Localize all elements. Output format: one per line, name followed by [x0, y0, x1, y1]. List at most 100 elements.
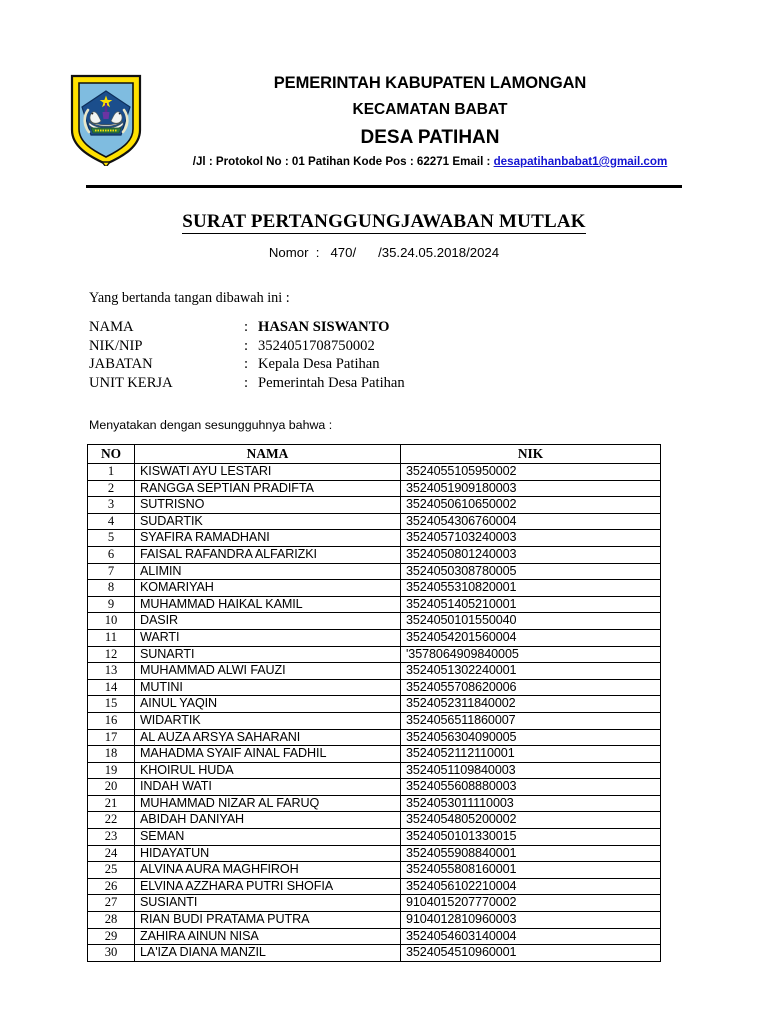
table-row: 5 SYAFIRA RAMADHANI 3524057103240003	[87, 529, 661, 547]
cell-nik: 3524054306760004	[400, 512, 661, 531]
email-link[interactable]: desapatihanbabat1@gmail.com	[493, 155, 668, 168]
table-row: 28 RIAN BUDI PRATAMA PUTRA 910401281096000…	[87, 911, 661, 929]
cell-no: 16	[87, 711, 135, 730]
document-title: SURAT PERTANGGUNGJAWABAN MUTLAK	[0, 211, 768, 234]
table-row: 7 ALIMIN 3524050308780005	[87, 562, 661, 581]
cell-nik: 3524050101330015	[400, 828, 661, 846]
cell-no: 17	[87, 728, 135, 747]
table-row: 1 KISWATI AYU LESTARI 3524055105950002	[87, 463, 661, 481]
cell-nama: FAISAL RAFANDRA ALFARIZKI	[134, 545, 401, 564]
table-row: 29 ZAHIRA AINUN NISA 3524054603140004	[87, 927, 661, 946]
letterhead-address-text: /Jl : Protokol No : 01 Patihan Kode Pos …	[192, 155, 494, 168]
table-row: 14 MUTINI 3524055708620006	[87, 678, 661, 697]
cell-nik: 3524052311840002	[400, 695, 661, 713]
cell-no: 6	[87, 545, 135, 564]
cell-nik: 3524056102210004	[400, 877, 661, 896]
cell-nama: SEMAN	[134, 828, 401, 846]
identity-value: Kepala Desa Patihan	[258, 356, 380, 373]
cell-no: 28	[87, 911, 135, 929]
cell-nama: ALVINA AURA MAGHFIROH	[134, 861, 401, 879]
table-row: 21 MUHAMMAD NIZAR AL FARUQ 352405301111000…	[87, 794, 661, 813]
cell-nik: 3524055908840001	[400, 844, 661, 863]
table-row: 13 MUHAMMAD ALWI FAUZI 3524051302240001	[87, 662, 661, 680]
cell-nik: 3524055608880003	[400, 778, 661, 796]
letterhead-text: PEMERINTAH KABUPATEN LAMONGAN KECAMATAN …	[0, 70, 768, 172]
table-body: 1 KISWATI AYU LESTARI 3524055105950002 2 RAN…	[87, 463, 661, 962]
cell-nik: 3524051405210001	[400, 595, 661, 614]
column-header-no: NO	[87, 444, 135, 464]
cell-no: 13	[87, 662, 135, 680]
cell-nama: ZAHIRA AINUN NISA	[134, 927, 401, 946]
table-row: 20 INDAH WATI 3524055608880003	[87, 778, 661, 796]
cell-nama: AINUL YAQIN	[134, 695, 401, 713]
cell-nik: 3524050308780005	[400, 562, 661, 581]
table-row: 15 AINUL YAQIN 3524052311840002	[87, 695, 661, 713]
identity-label: NIK/NIP	[89, 337, 143, 354]
cell-no: 7	[87, 562, 135, 581]
table-row: 12 SUNARTI '3578064909840005	[87, 645, 661, 664]
cell-nik: 9104015207770002	[400, 894, 661, 913]
identity-separator: :	[244, 319, 249, 335]
cell-nama: RANGGA SEPTIAN PRADIFTA	[134, 479, 401, 498]
cell-nama: KOMARIYAH	[134, 579, 401, 597]
cell-no: 15	[87, 695, 135, 713]
table-row: 8 KOMARIYAH 3524055310820001	[87, 579, 661, 597]
cell-nama: WIDARTIK	[134, 711, 401, 730]
cell-nik: 3524051302240001	[400, 662, 661, 680]
cell-nama: KISWATI AYU LESTARI	[134, 463, 401, 481]
table-row: 2 RANGGA SEPTIAN PRADIFTA 3524051909180003	[87, 479, 661, 498]
cell-nik: 3524050101550040	[400, 612, 661, 630]
identity-label: JABATAN	[89, 356, 153, 373]
table-row: 11 WARTI 3524054201560004	[87, 628, 661, 647]
cell-nama: MUHAMMAD HAIKAL KAMIL	[134, 595, 401, 614]
cell-no: 2	[87, 479, 135, 498]
letterhead-line-district: KECAMATAN BABAT	[352, 101, 508, 118]
table-row: 18 MAHADMA SYAIF AINAL FADHIL 352405211211…	[87, 745, 661, 763]
cell-no: 14	[87, 678, 135, 697]
identity-row-nama: NAMA : HASAN SISWANTO	[89, 318, 405, 337]
cell-nama: ABIDAH DANIYAH	[134, 811, 401, 830]
identity-separator: :	[244, 337, 249, 354]
cell-no: 22	[87, 811, 135, 830]
table-row: 3 SUTRISNO 3524050610650002	[87, 496, 661, 514]
cell-nama: MUTINI	[134, 678, 401, 697]
cell-no: 29	[87, 927, 135, 946]
cell-no: 11	[87, 628, 135, 647]
lamongan-regency-emblem-icon	[68, 72, 144, 169]
cell-nama: LA'IZA DIANA MANZIL	[134, 944, 401, 962]
cell-no: 10	[87, 612, 135, 630]
cell-nik: 3524055808160001	[400, 861, 661, 879]
document-title-text: SURAT PERTANGGUNGJAWABAN MUTLAK	[182, 211, 586, 234]
table-row: 9 MUHAMMAD HAIKAL KAMIL 3524051405210001	[87, 595, 661, 614]
cell-nik: 3524054201560004	[400, 628, 661, 647]
table-row: 10 DASIR 3524050101550040	[87, 612, 661, 630]
statement-line: Menyatakan dengan sesungguhnya bahwa :	[89, 418, 333, 432]
residents-table: NO NAMA NIK 1 KISWATI AYU LESTARI 35240551…	[87, 444, 661, 962]
table-row: 26 ELVINA AZZHARA PUTRI SHOFIA 35240561022…	[87, 877, 661, 896]
cell-no: 27	[87, 894, 135, 913]
cell-nama: RIAN BUDI PRATAMA PUTRA	[134, 911, 401, 929]
table-row: 25 ALVINA AURA MAGHFIROH 3524055808160001	[87, 861, 661, 879]
cell-no: 12	[87, 645, 135, 664]
letterhead-address-line: /Jl : Protokol No : 01 Patihan Kode Pos …	[150, 152, 710, 172]
identity-row-unit-kerja: UNIT KERJA : Pemerintah Desa Patihan	[89, 374, 405, 393]
cell-no: 20	[87, 778, 135, 796]
cell-nama: ALIMIN	[134, 562, 401, 581]
cell-nama: WARTI	[134, 628, 401, 647]
table-row: 19 KHOIRUL HUDA 3524051109840003	[87, 761, 661, 780]
cell-nik: 9104012810960003	[400, 911, 661, 929]
table-row: 6 FAISAL RAFANDRA ALFARIZKI 35240508012400…	[87, 545, 661, 564]
cell-nama: SYAFIRA RAMADHANI	[134, 529, 401, 547]
cell-nama: HIDAYATUN	[134, 844, 401, 863]
identity-label: NAMA	[89, 319, 134, 335]
cell-nama: SUDARTIK	[134, 512, 401, 531]
table-row: 24 HIDAYATUN 3524055908840001	[87, 844, 661, 863]
cell-nik: 3524051909180003	[400, 479, 661, 498]
cell-no: 5	[87, 529, 135, 547]
cell-nik: 3524056304090005	[400, 728, 661, 747]
table-header: NO NAMA NIK	[87, 444, 661, 464]
cell-nik: 3524050801240003	[400, 545, 661, 564]
cell-nik: 3524055310820001	[400, 579, 661, 597]
identity-row-jabatan: JABATAN : Kepala Desa Patihan	[89, 355, 405, 374]
cell-no: 3	[87, 496, 135, 514]
